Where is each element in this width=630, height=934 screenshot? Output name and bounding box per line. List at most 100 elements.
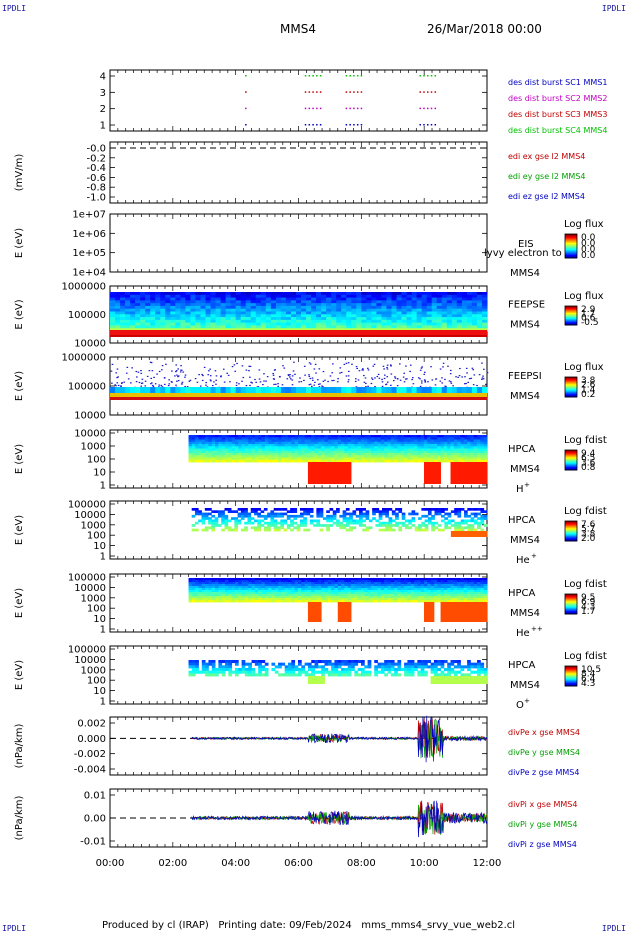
feepse-cell	[301, 292, 307, 296]
hpca_he-cbar-cell	[565, 527, 577, 529]
feepse-cell	[200, 319, 206, 324]
hpca_h-cell	[301, 455, 306, 458]
feepse-cell	[235, 294, 242, 298]
feepse-cell	[426, 319, 433, 324]
hpca_hepp-cell	[274, 584, 279, 587]
hpca_h-cell	[188, 455, 193, 458]
hpca_hepp-cell	[231, 584, 236, 587]
hpca_he-cell	[431, 528, 435, 532]
hpca_h-cell	[241, 448, 246, 452]
hpca_he-cell	[431, 517, 435, 520]
feepse-cell	[160, 308, 166, 312]
hpca_hepp-cell	[195, 590, 199, 593]
hpca_he-cell	[247, 519, 252, 523]
burst-interval-mark	[353, 75, 355, 77]
hpca_hepp-cell	[198, 598, 203, 601]
hpca_h-cell	[477, 435, 481, 438]
hpca_h-cell	[477, 455, 481, 458]
feepsi-dot	[115, 372, 118, 374]
hpca_h-cell	[410, 437, 415, 440]
feepse-cell	[451, 328, 458, 332]
hpca_he-cell	[247, 512, 252, 516]
hpca_h-cell	[370, 457, 375, 461]
feepsi-dot	[179, 371, 182, 373]
feepsi-dot	[299, 377, 301, 379]
feepsi-dot	[308, 374, 310, 376]
hpca_h-cell	[191, 459, 196, 463]
hpca_h-cell	[198, 448, 203, 452]
hpca_h-cell	[288, 437, 292, 440]
hpca_hepp-cell	[344, 582, 349, 585]
feepsi-dot	[355, 365, 358, 368]
hpca_h-cell	[211, 448, 216, 452]
hpca_h-cell	[208, 439, 213, 443]
hpca_hepp-cell	[201, 600, 206, 603]
feepse-cell	[381, 317, 387, 321]
feepse-cell	[421, 300, 428, 304]
feepse-cell	[331, 314, 337, 318]
feepsi-cbar-cell	[565, 380, 577, 382]
feepse-cell	[401, 292, 407, 296]
feepsi-dot	[396, 378, 399, 380]
eis-cbar-cell	[565, 241, 577, 243]
hpca_h-cell	[460, 457, 465, 461]
feepse-cell	[436, 294, 443, 298]
hpca_he-cell	[257, 524, 261, 527]
hpca_h-cell	[477, 439, 481, 443]
feepse-cell	[130, 322, 136, 326]
feepsi-dot	[194, 377, 197, 380]
hpca_h-cell	[311, 457, 315, 461]
feepse-cell	[185, 300, 191, 304]
hpca_he-cell	[214, 517, 219, 520]
hpca_h-cell	[400, 448, 405, 452]
hpca_h-cell	[198, 459, 203, 463]
feepse-cbar-cell	[565, 313, 577, 316]
hpca_h-cell	[261, 437, 266, 440]
feepse-cell	[356, 303, 362, 307]
hpca_h-cell	[188, 448, 193, 452]
hpca_h-cell	[414, 453, 418, 456]
feepse-cell	[311, 294, 317, 298]
hpca_h-cell	[390, 457, 395, 461]
hpca_he-cell	[395, 521, 399, 525]
feepsi-dot	[372, 365, 375, 367]
feepse-cbar-cell	[565, 306, 577, 309]
feepse-cell	[381, 325, 387, 329]
hpca_h-cell	[218, 437, 223, 440]
hpca_h-cell	[410, 444, 415, 447]
hpca_hepp-cell	[291, 580, 296, 583]
hpca_h-cell	[453, 459, 458, 463]
feepse-cell	[446, 311, 453, 315]
feepse-cell	[190, 308, 196, 312]
feepse-cell	[411, 303, 418, 307]
eis-cbar-cell	[565, 239, 577, 241]
feepse-cell	[170, 311, 176, 315]
hpca_h-cell	[211, 437, 216, 440]
burst-interval-mark	[419, 124, 421, 126]
feepsi-dot	[378, 377, 381, 379]
hpca_h-cell	[271, 437, 276, 440]
hpca_h-species-sup: +	[524, 481, 530, 489]
hpca_h-cell	[384, 437, 388, 440]
hpca_he-cell	[194, 512, 199, 516]
hpca_hepp-cell	[341, 584, 345, 587]
feepse-cell	[290, 297, 297, 301]
hpca_h-cell	[244, 446, 249, 449]
feepse-cell	[411, 294, 418, 298]
feepse-cell	[160, 300, 166, 304]
hpca_he-cell	[286, 510, 291, 513]
hpca_he-cell	[283, 528, 288, 532]
hpca_hepp-cell	[294, 594, 299, 597]
burst-interval-mark	[434, 91, 437, 93]
hpca_hepp-cell	[264, 588, 269, 591]
hpca_h-cell	[443, 446, 448, 449]
hpca_h-cell	[317, 446, 322, 449]
hpca_he-cell	[247, 514, 252, 518]
hpca_hepp-cell	[231, 596, 236, 599]
feepse-cell	[195, 325, 201, 329]
hpca_h-cell	[251, 446, 256, 449]
feepse-cell	[306, 308, 312, 312]
hpca_h-cell	[443, 444, 448, 447]
hpca_he-cell	[359, 517, 363, 520]
hpca_h-cell	[414, 448, 418, 452]
